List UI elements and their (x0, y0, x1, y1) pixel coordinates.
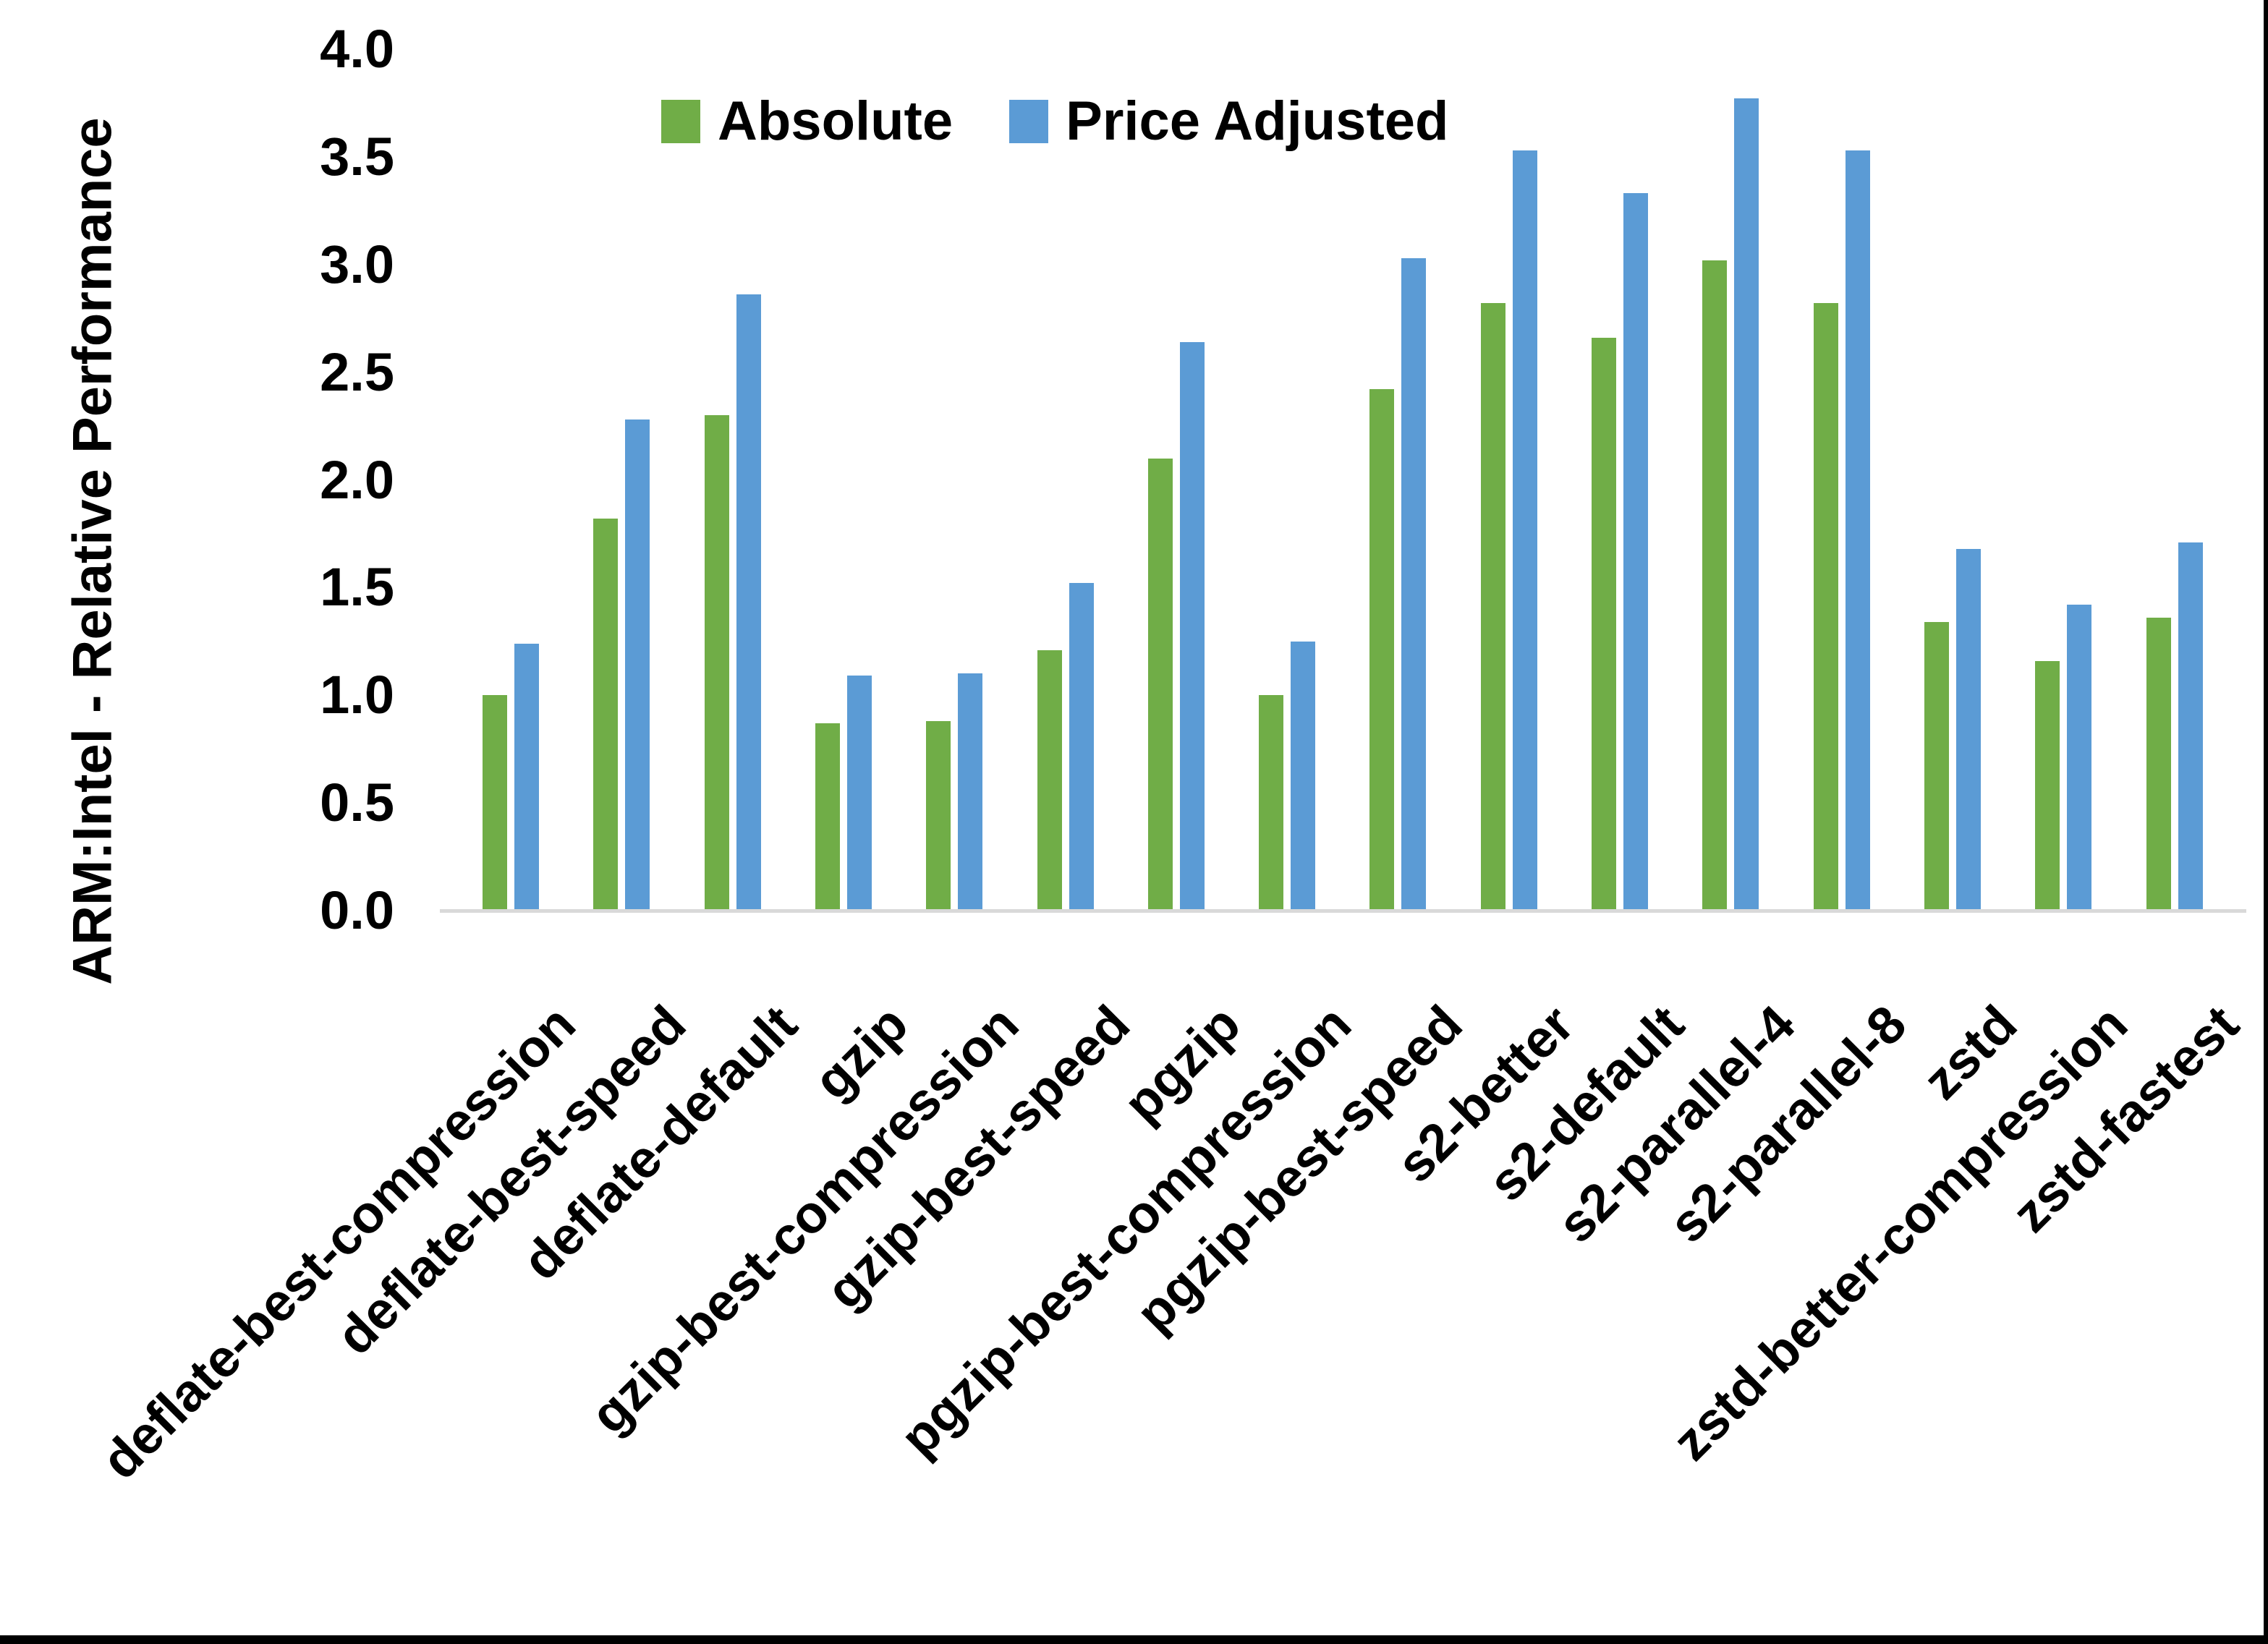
y-tick-label-0.0: 0.0 (320, 880, 394, 940)
bar-price-adjusted-zstd (1956, 549, 1981, 911)
bar-price-adjusted-deflate-best-speed (625, 419, 650, 911)
bar-price-adjusted-pgzip-best-compression (1291, 642, 1315, 911)
bar-absolute-s2-default (1592, 338, 1616, 911)
bar-absolute-zstd-fastest (2146, 618, 2171, 911)
window-border-right (2264, 0, 2268, 1644)
bar-absolute-gzip-best-speed (1037, 650, 1062, 911)
x-axis-line (440, 909, 2246, 913)
bar-price-adjusted-s2-better (1513, 150, 1537, 911)
y-tick-label-1.0: 1.0 (320, 665, 394, 725)
bar-absolute-s2-parallel-4 (1702, 260, 1727, 911)
bar-price-adjusted-s2-parallel-8 (1846, 150, 1870, 911)
bar-price-adjusted-pgzip (1180, 342, 1205, 911)
y-tick-label-4.0: 4.0 (320, 19, 394, 79)
legend-swatch-price-adjusted (1009, 100, 1049, 143)
bar-absolute-deflate-best-compression (483, 695, 507, 911)
bar-absolute-gzip-best-compression (926, 721, 951, 911)
y-tick-label-1.5: 1.5 (320, 557, 394, 618)
bar-price-adjusted-deflate-best-compression (514, 644, 539, 911)
y-axis-title: ARM:Intel - Relative Performance (61, 117, 124, 985)
bar-price-adjusted-gzip-best-compression (958, 673, 982, 911)
y-tick-label-2.5: 2.5 (320, 341, 394, 402)
bar-absolute-zstd-better-compression (2035, 661, 2060, 911)
bar-absolute-pgzip-best-speed (1369, 389, 1394, 911)
bar-absolute-pgzip (1148, 459, 1173, 911)
bar-price-adjusted-zstd-better-compression (2067, 605, 2091, 911)
legend-label-absolute: Absolute (718, 90, 954, 152)
bar-absolute-s2-parallel-8 (1814, 303, 1838, 911)
x-label-deflate-best-compression: deflate-best-compression (90, 995, 587, 1491)
bar-absolute-s2-better (1481, 303, 1505, 911)
y-tick-label-3.5: 3.5 (320, 126, 394, 187)
bar-price-adjusted-s2-parallel-4 (1734, 98, 1759, 911)
bar-price-adjusted-gzip (847, 676, 872, 911)
bar-price-adjusted-deflate-default (736, 294, 761, 911)
bar-price-adjusted-pgzip-best-speed (1401, 258, 1426, 911)
y-tick-label-2.0: 2.0 (320, 449, 394, 510)
legend: Absolute Price Adjusted (661, 94, 1448, 149)
bar-price-adjusted-zstd-fastest (2178, 542, 2203, 911)
legend-swatch-absolute (661, 100, 700, 143)
y-tick-label-3.0: 3.0 (320, 234, 394, 294)
legend-label-price-adjusted: Price Adjusted (1066, 90, 1449, 152)
bar-price-adjusted-s2-default (1623, 193, 1648, 911)
bar-absolute-deflate-default (705, 415, 729, 911)
window-border-bottom (0, 1635, 2268, 1644)
bar-price-adjusted-gzip-best-speed (1069, 583, 1094, 911)
bar-absolute-deflate-best-speed (593, 519, 618, 911)
bar-absolute-gzip (815, 723, 840, 911)
bar-absolute-pgzip-best-compression (1259, 695, 1283, 911)
bar-absolute-zstd (1924, 622, 1949, 911)
y-tick-label-0.5: 0.5 (320, 772, 394, 833)
